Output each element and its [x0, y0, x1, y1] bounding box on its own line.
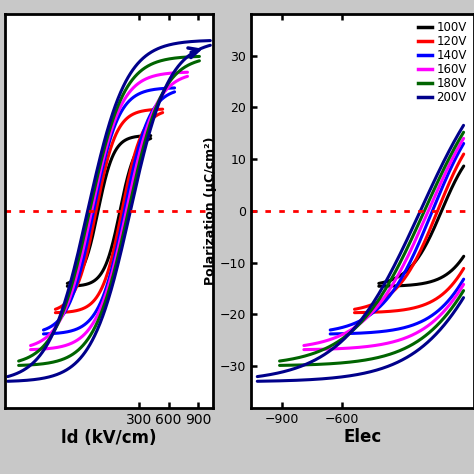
Y-axis label: Polarization (μC/cm²): Polarization (μC/cm²): [204, 137, 217, 285]
X-axis label: ld (kV/cm): ld (kV/cm): [61, 429, 157, 447]
Legend: 100V, 120V, 140V, 160V, 180V, 200V: 100V, 120V, 140V, 160V, 180V, 200V: [417, 20, 468, 105]
X-axis label: Elec: Elec: [344, 428, 382, 447]
